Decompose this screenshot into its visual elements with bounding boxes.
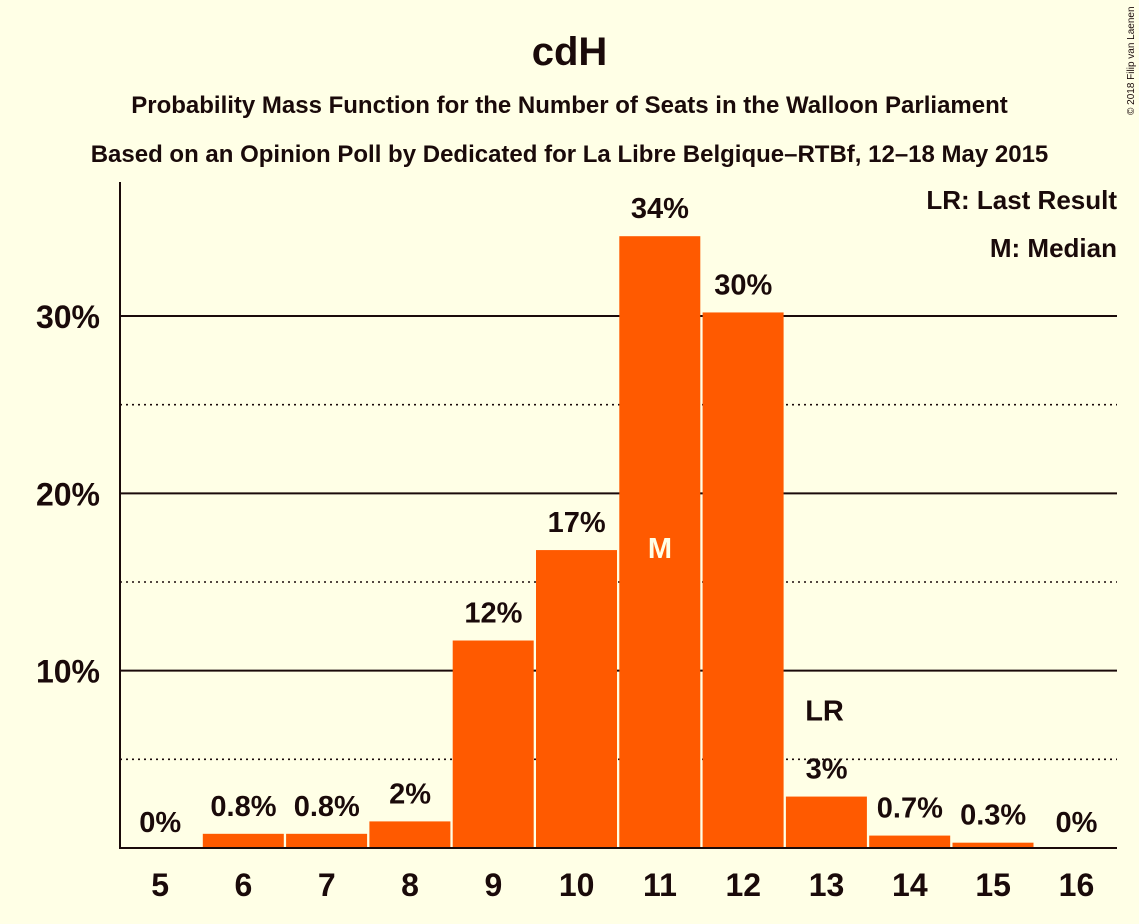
x-tick-label-10: 10 [559, 867, 595, 903]
x-tick-label-9: 9 [484, 867, 502, 903]
gridlines [120, 315, 1117, 761]
bar-10 [536, 550, 617, 848]
bar-14 [869, 835, 951, 848]
data-label-8: 2% [389, 778, 431, 810]
x-tick-label-14: 14 [892, 867, 928, 903]
data-label-10: 17% [548, 507, 606, 539]
data-label-13: 3% [806, 754, 848, 786]
copyright-note: © 2018 Filip van Laenen [1126, 6, 1137, 115]
x-tick-label-16: 16 [1059, 867, 1095, 903]
y-tick-label-20: 20% [36, 476, 100, 512]
chart-subtitle-2: Based on an Opinion Poll by Dedicated fo… [91, 141, 1049, 168]
data-label-11: 34% [631, 193, 689, 225]
bar-9 [452, 640, 534, 848]
data-label-7: 0.8% [294, 791, 360, 823]
chart-title: cdH [532, 30, 608, 74]
chart-subtitle-1: Probability Mass Function for the Number… [131, 92, 1008, 119]
y-tick-label-10: 10% [36, 654, 100, 690]
data-label-6: 0.8% [210, 791, 276, 823]
x-tick-label-13: 13 [809, 867, 845, 903]
bar-13 [785, 796, 867, 848]
bar-6 [202, 833, 284, 848]
bar-15 [952, 842, 1034, 848]
x-tick-label-8: 8 [401, 867, 419, 903]
bar-8 [369, 821, 451, 848]
x-tick-label-6: 6 [235, 867, 253, 903]
legend-last-result: LR: Last Result [926, 185, 1117, 215]
data-label-15: 0.3% [960, 800, 1026, 832]
axes: 10% 20% 30% 5 6 7 8 9 10 11 12 13 14 15 16 [36, 182, 1117, 903]
legend-median: M: Median [990, 233, 1117, 263]
median-marker: M [648, 533, 672, 565]
x-tick-label-5: 5 [151, 867, 169, 903]
x-tick-label-11: 11 [643, 867, 677, 903]
data-label-14: 0.7% [877, 793, 943, 825]
data-label-9: 12% [464, 598, 522, 630]
data-label-12: 30% [714, 269, 772, 301]
data-labels: 0% 0.8% 0.8% 2% 12% 17% 34% M 30% 3% LR 0.7% 0.3% 0% [139, 193, 1097, 839]
x-tick-label-15: 15 [975, 867, 1011, 903]
x-tick-label-7: 7 [318, 867, 336, 903]
bars [202, 236, 1034, 848]
data-label-16: 0% [1055, 807, 1097, 839]
bar-7 [286, 833, 368, 848]
bar-12 [702, 312, 784, 848]
data-label-5: 0% [139, 807, 181, 839]
y-tick-label-30: 30% [36, 299, 100, 335]
last-result-marker: LR [805, 696, 844, 728]
x-tick-label-12: 12 [725, 867, 761, 903]
bar-11 [619, 236, 701, 848]
